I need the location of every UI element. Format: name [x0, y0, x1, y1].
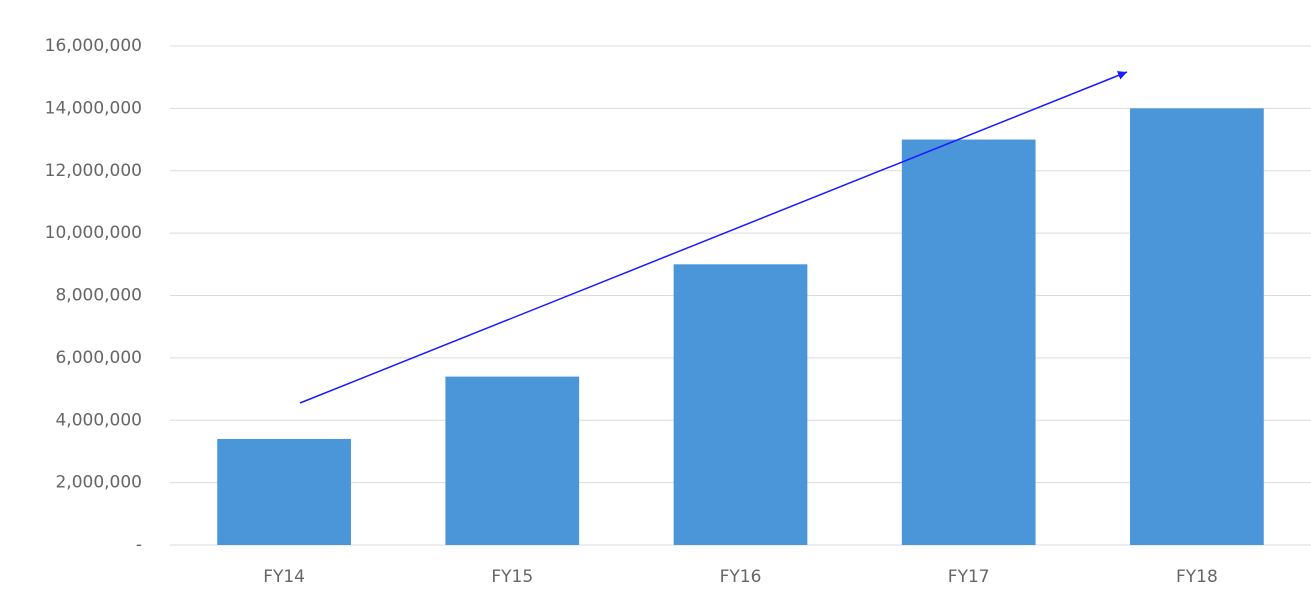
y-tick-label: 8,000,000 — [55, 286, 142, 306]
x-tick-label: FY15 — [491, 567, 533, 587]
x-tick-label: FY18 — [1176, 567, 1218, 587]
bar — [673, 264, 808, 545]
y-tick-label: 10,000,000 — [45, 223, 142, 243]
trend-arrow — [299, 71, 1128, 404]
y-tick-label: 4,000,000 — [55, 410, 142, 430]
x-tick-label: FY17 — [948, 567, 990, 587]
y-tick-label: 14,000,000 — [45, 98, 142, 118]
bar — [217, 438, 351, 545]
y-tick-label: 12,000,000 — [45, 161, 142, 181]
x-tick-label: FY14 — [263, 567, 305, 587]
bar — [901, 139, 1036, 545]
bar — [445, 376, 580, 545]
y-tick-label: - — [136, 535, 142, 555]
bar — [1130, 108, 1264, 545]
y-tick-label: 2,000,000 — [55, 473, 142, 493]
plot: - 2,000,000 4,000,000 6,000,000 8,000,000 10,… — [45, 36, 1311, 587]
y-tick-label: 6,000,000 — [55, 348, 142, 368]
y-tick-label: 16,000,000 — [45, 36, 142, 56]
x-tick-label: FY16 — [720, 567, 762, 587]
